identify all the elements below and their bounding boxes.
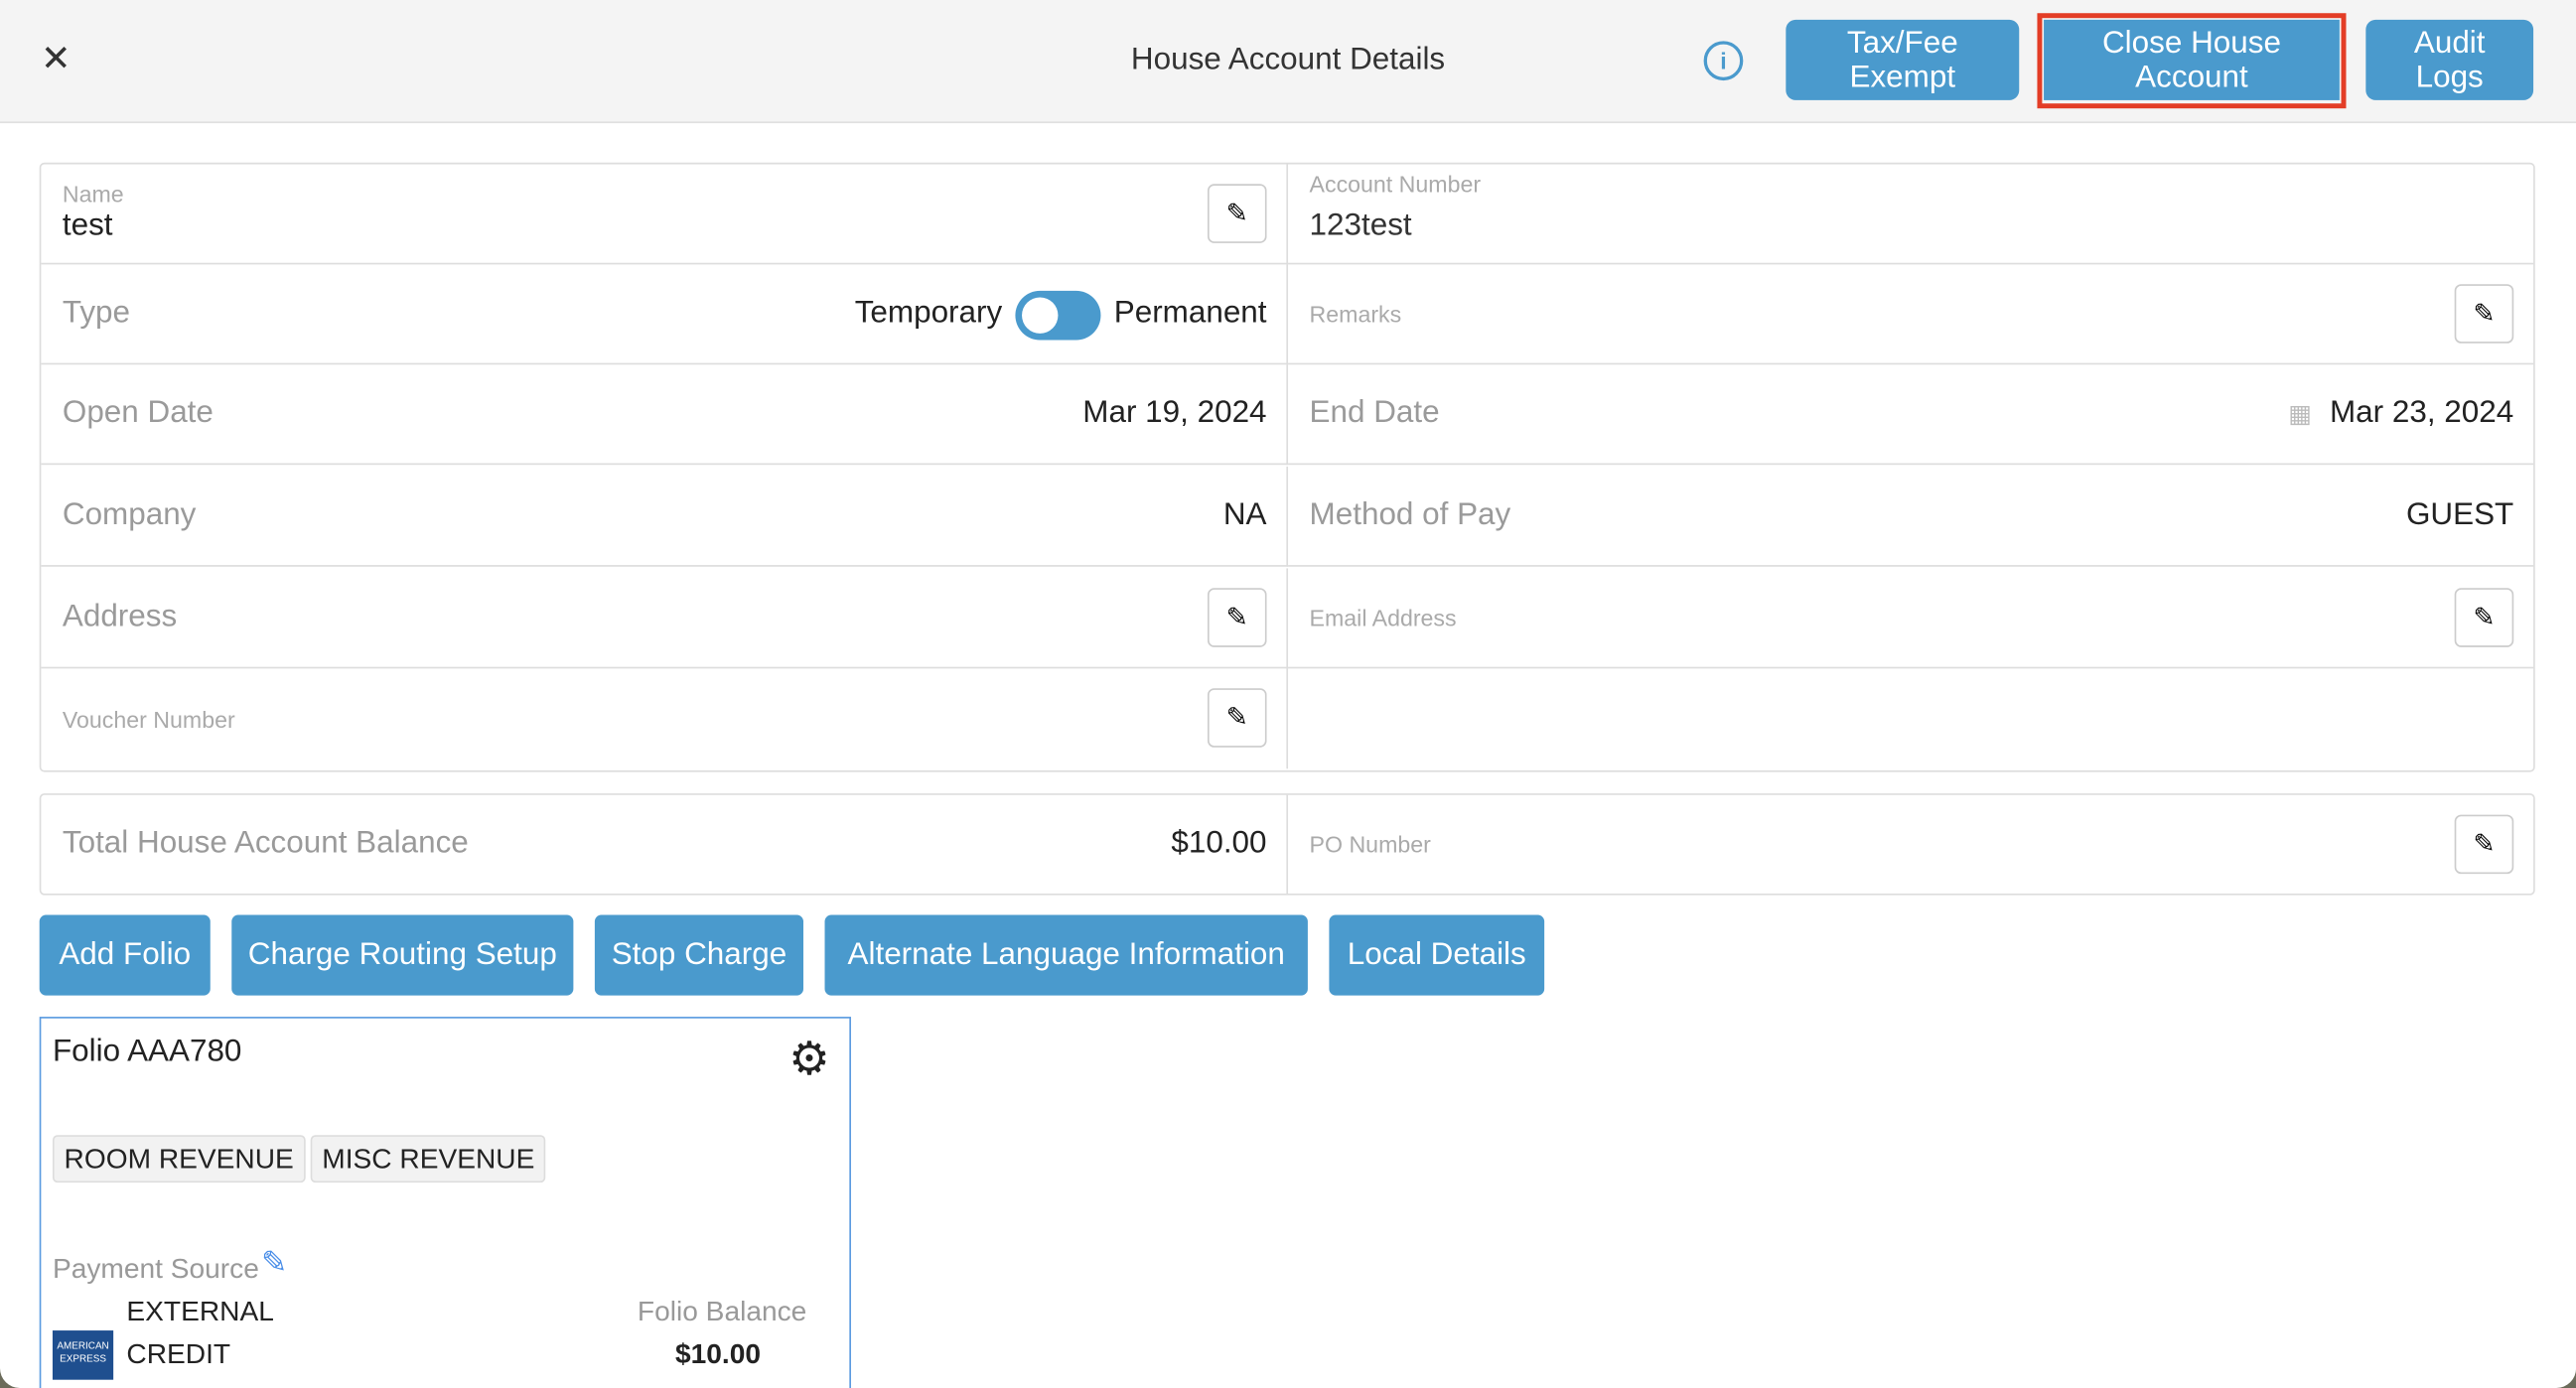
folio-card[interactable]: Folio AAA780 ⚙ ROOM REVENUE MISC REVENUE…: [39, 1017, 851, 1388]
edit-remarks-button[interactable]: ✎: [2454, 284, 2514, 344]
charge-routing-setup-button[interactable]: Charge Routing Setup: [231, 914, 574, 996]
add-folio-button[interactable]: Add Folio: [39, 914, 211, 996]
pencil-icon: ✎: [2473, 300, 2496, 329]
voucher-field: Voucher Number ✎: [41, 668, 1289, 769]
edit-payment-source-icon[interactable]: ✎: [261, 1246, 288, 1282]
edit-voucher-button[interactable]: ✎: [1207, 688, 1267, 748]
balance-field: Total House Account Balance $10.00: [41, 794, 1289, 894]
folio-tag: ROOM REVENUE: [52, 1135, 306, 1183]
edit-po-number-button[interactable]: ✎: [2454, 814, 2514, 875]
method-of-pay-field: Method of Pay GUEST: [1288, 467, 2534, 567]
close-house-account-button[interactable]: Close House Account: [2044, 19, 2340, 100]
pencil-icon: ✎: [1225, 604, 1248, 632]
balance-section: Total House Account Balance $10.00 PO Nu…: [39, 793, 2535, 896]
dialog-header: ✕ House Account Details i Tax/Fee Exempt…: [0, 0, 2576, 124]
account-fields: Name test ✎ Account Number 123test Type …: [39, 162, 2535, 772]
local-details-button[interactable]: Local Details: [1329, 914, 1545, 996]
folio-tag: MISC REVENUE: [310, 1135, 546, 1183]
amex-card-icon: AMERICAN EXPRESS: [52, 1330, 114, 1380]
type-toggle[interactable]: [1015, 290, 1101, 341]
edit-address-button[interactable]: ✎: [1207, 588, 1267, 647]
edit-email-button[interactable]: ✎: [2454, 588, 2514, 647]
type-field: Type Temporary Permanent: [41, 264, 1289, 365]
open-date-field: Open Date Mar 19, 2024: [41, 364, 1289, 466]
pencil-icon: ✎: [2473, 831, 2496, 860]
pencil-icon: ✎: [2473, 604, 2496, 632]
gear-icon[interactable]: ⚙: [788, 1033, 830, 1084]
company-field: Company NA: [41, 466, 1289, 567]
po-number-field: PO Number ✎: [1288, 795, 2533, 894]
tax-fee-exempt-button[interactable]: Tax/Fee Exempt: [1786, 19, 2020, 100]
account-number-field: Account Number 123test: [1288, 164, 2534, 265]
info-icon[interactable]: i: [1703, 41, 1744, 81]
alternate-language-button[interactable]: Alternate Language Information: [824, 914, 1308, 996]
stop-charge-button[interactable]: Stop Charge: [594, 914, 804, 996]
address-field: Address ✎: [41, 568, 1289, 669]
name-field: Name test ✎: [41, 164, 1289, 265]
calendar-icon[interactable]: ▦: [2288, 400, 2312, 429]
highlight-box: [2037, 13, 2347, 109]
payment-source-label: Payment Source: [52, 1253, 259, 1285]
email-field: Email Address ✎: [1288, 568, 2534, 669]
pencil-icon: ✎: [1225, 200, 1248, 228]
remarks-field: Remarks ✎: [1288, 264, 2534, 365]
audit-logs-button[interactable]: Audit Logs: [2365, 19, 2534, 100]
edit-name-button[interactable]: ✎: [1207, 184, 1267, 243]
folio-title: Folio AAA780: [52, 1035, 242, 1070]
end-date-field[interactable]: End Date ▦ Mar 23, 2024: [1288, 364, 2534, 466]
folio-balance: $10.00: [674, 1338, 761, 1370]
close-icon[interactable]: ✕: [40, 38, 72, 79]
pencil-icon: ✎: [1225, 704, 1248, 733]
